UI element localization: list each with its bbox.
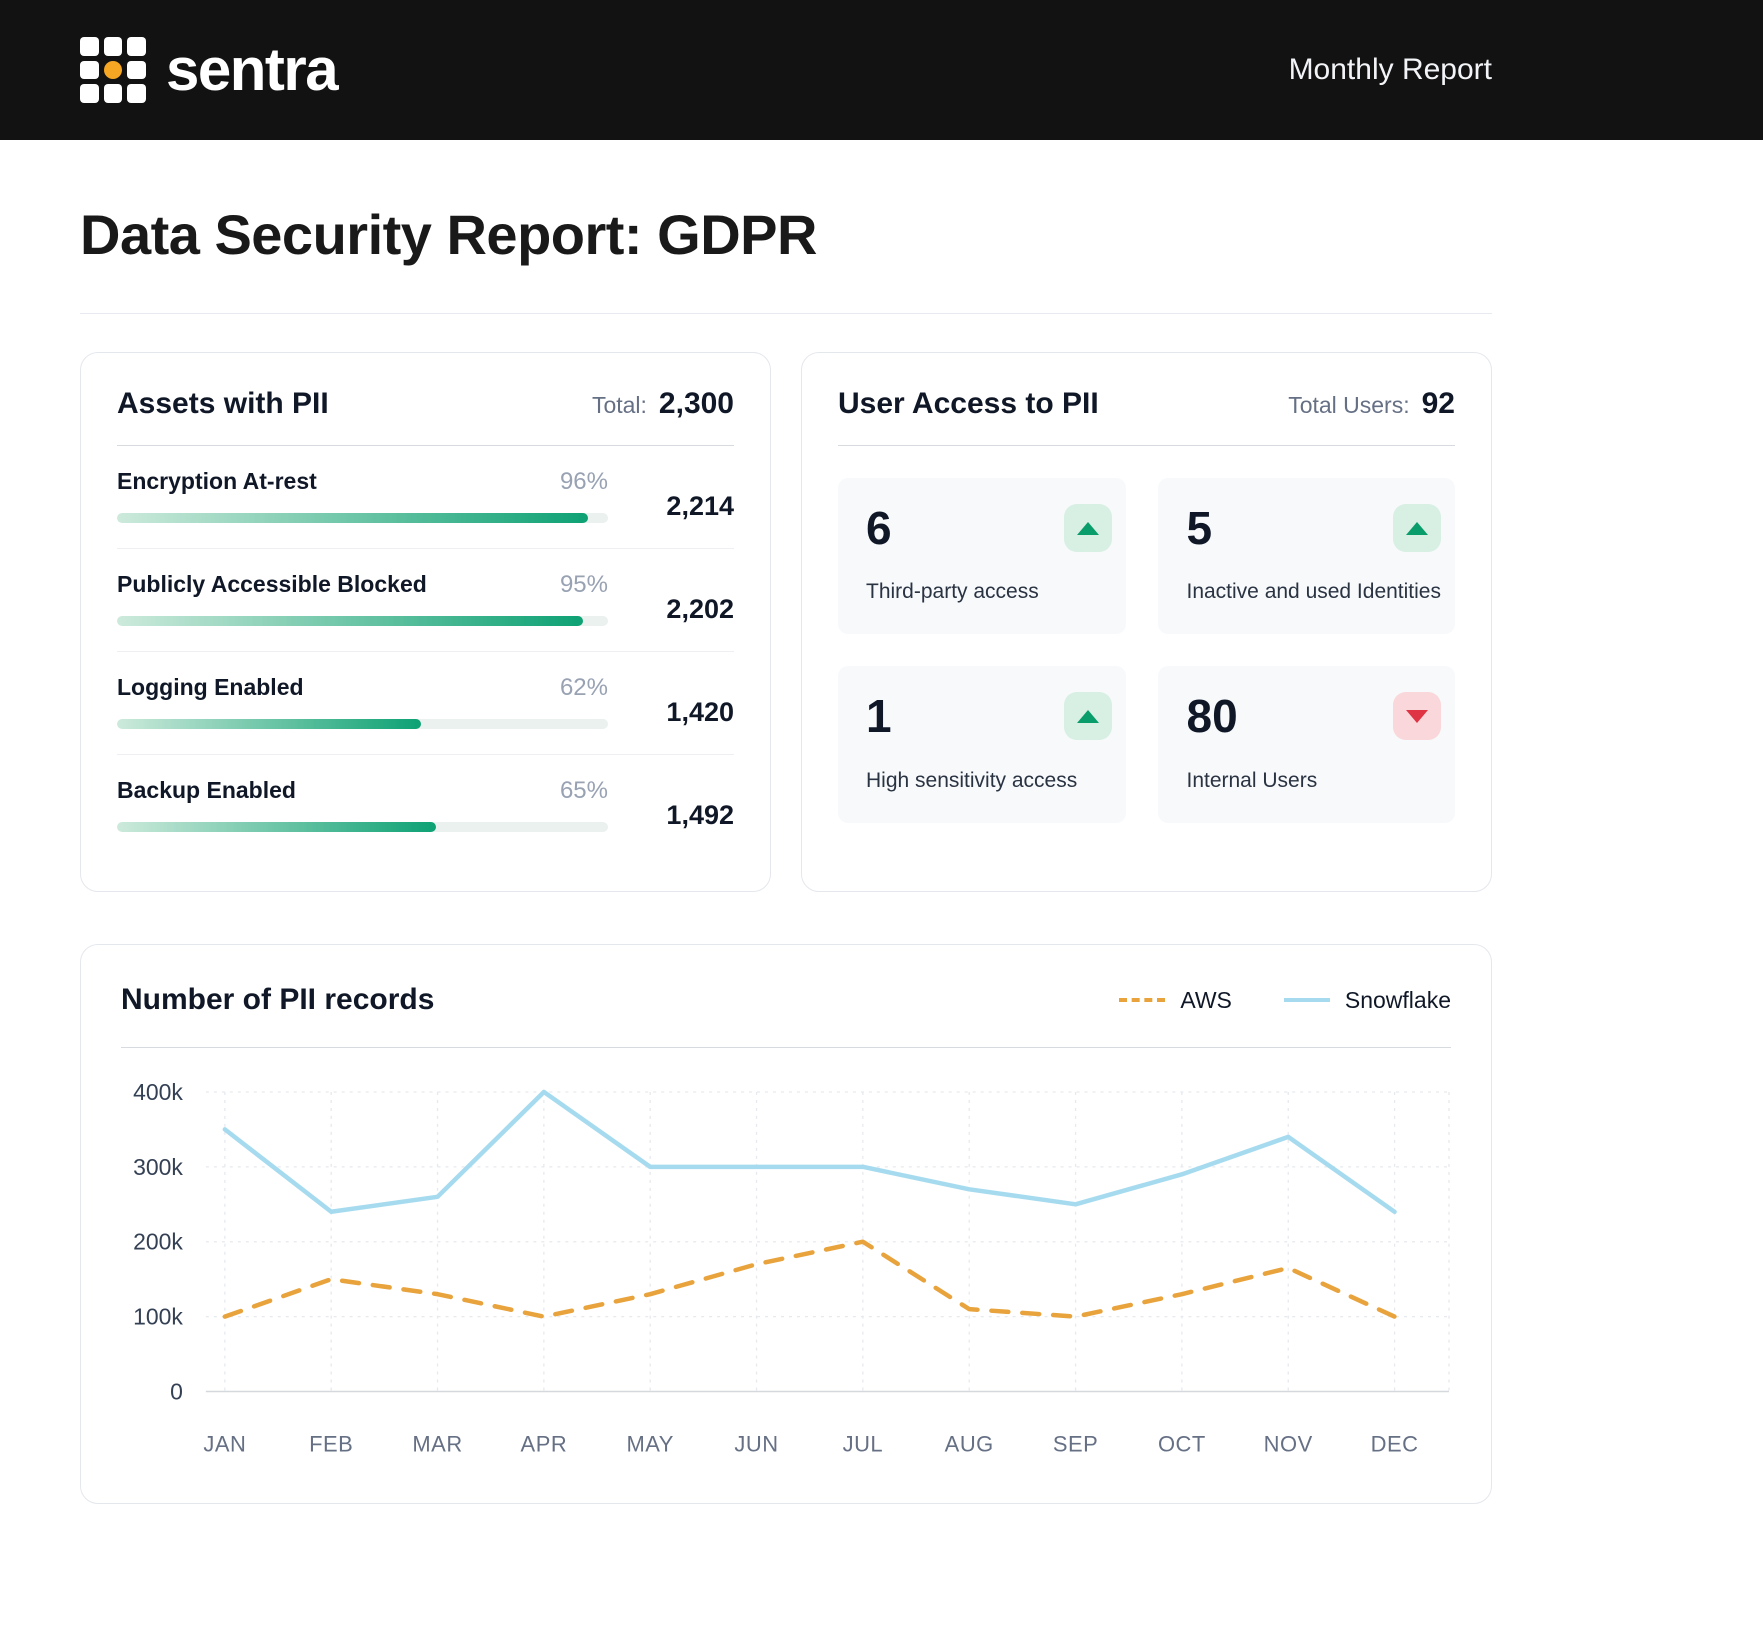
chart-legend: AWS Snowflake xyxy=(1119,987,1451,1014)
svg-text:0: 0 xyxy=(170,1378,183,1404)
logo-cell xyxy=(103,37,123,56)
user-access-card: User Access to PII Total Users: 92 6 Thi… xyxy=(801,352,1492,892)
svg-text:JAN: JAN xyxy=(203,1431,246,1456)
trend-up-icon xyxy=(1064,504,1113,552)
asset-rows: Encryption At-rest 96% 2,214 Publicly Ac… xyxy=(117,446,734,857)
asset-row-label: Logging Enabled xyxy=(117,674,304,700)
legend-label: AWS xyxy=(1180,986,1232,1013)
legend-item-snowflake: Snowflake xyxy=(1283,986,1451,1014)
logo-cell xyxy=(127,84,146,103)
stat-tile-third-party: 6 Third-party access xyxy=(838,478,1127,635)
asset-row-percent: 96% xyxy=(559,468,608,495)
chart-title: Number of PII records xyxy=(121,983,435,1016)
legend-item-aws: AWS xyxy=(1119,987,1232,1014)
brand-name: sentra xyxy=(166,36,339,103)
asset-row-value: 1,420 xyxy=(666,697,734,727)
assets-card-title: Assets with PII xyxy=(117,387,329,420)
asset-row-value: 2,202 xyxy=(666,594,734,624)
stat-value: 80 xyxy=(1186,690,1238,743)
logo-cell xyxy=(80,84,99,103)
logo-cell xyxy=(80,37,99,56)
svg-text:400k: 400k xyxy=(133,1079,183,1105)
asset-row-logging: Logging Enabled 62% 1,420 xyxy=(117,651,734,754)
assets-card-header: Assets with PII Total: 2,300 xyxy=(117,387,734,446)
svg-text:300k: 300k xyxy=(133,1154,183,1180)
user-access-card-header: User Access to PII Total Users: 92 xyxy=(838,387,1455,446)
assets-with-pii-card: Assets with PII Total: 2,300 Encryption … xyxy=(80,352,771,892)
stat-tiles: 6 Third-party access 5 Inactive and used… xyxy=(838,478,1455,823)
progress-bar-track xyxy=(117,513,608,523)
progress-bar-track xyxy=(117,822,608,832)
svg-text:MAR: MAR xyxy=(412,1431,462,1456)
svg-text:JUL: JUL xyxy=(843,1431,884,1456)
svg-text:200k: 200k xyxy=(133,1229,183,1255)
assets-total-value: 2,300 xyxy=(658,387,734,420)
svg-text:FEB: FEB xyxy=(309,1431,353,1456)
page-title: Data Security Report: GDPR xyxy=(80,203,817,266)
logo-cell xyxy=(127,60,146,80)
total-users-label: Total Users: xyxy=(1288,392,1410,418)
stat-value: 6 xyxy=(866,502,892,554)
user-access-card-title: User Access to PII xyxy=(838,387,1099,420)
asset-row-value: 2,214 xyxy=(666,491,734,521)
summary-cards-row: Assets with PII Total: 2,300 Encryption … xyxy=(80,352,1492,892)
stat-label: High sensitivity access xyxy=(866,768,1078,792)
asset-row-publicly-accessible: Publicly Accessible Blocked 95% 2,202 xyxy=(117,548,734,651)
stat-value: 5 xyxy=(1186,502,1213,554)
assets-total: Total: 2,300 xyxy=(592,387,734,421)
pii-records-chart-card: Number of PII records AWS Snowflake 400k… xyxy=(80,944,1492,1505)
asset-row-encryption: Encryption At-rest 96% 2,214 xyxy=(117,446,734,548)
stat-tile-internal-users: 80 Internal Users xyxy=(1158,666,1455,823)
svg-text:NOV: NOV xyxy=(1264,1431,1313,1456)
logo-cell xyxy=(80,60,99,80)
progress-bar-track xyxy=(117,719,608,729)
progress-bar-fill xyxy=(117,822,437,832)
chart-card-header: Number of PII records AWS Snowflake xyxy=(121,983,1451,1048)
top-bar: sentra Monthly Report xyxy=(0,0,1763,140)
svg-text:DEC: DEC xyxy=(1371,1431,1419,1456)
progress-bar-fill xyxy=(117,513,589,523)
trend-up-icon xyxy=(1064,692,1113,741)
asset-row-label: Backup Enabled xyxy=(117,777,296,803)
asset-row-label: Encryption At-rest xyxy=(117,468,317,494)
svg-text:100k: 100k xyxy=(133,1304,183,1330)
sentra-logo: sentra xyxy=(80,36,339,103)
logo-cell xyxy=(127,37,146,56)
title-divider xyxy=(80,313,1492,314)
assets-total-label: Total: xyxy=(591,392,647,418)
asset-row-percent: 95% xyxy=(559,571,608,598)
snowflake-solid-line-icon xyxy=(1283,998,1330,1002)
asset-row-percent: 62% xyxy=(559,674,608,701)
asset-row-value: 1,492 xyxy=(666,800,734,830)
monthly-report-label: Monthly Report xyxy=(1288,53,1492,86)
stat-value: 1 xyxy=(866,690,892,743)
svg-text:OCT: OCT xyxy=(1158,1431,1206,1456)
legend-label: Snowflake xyxy=(1344,986,1451,1013)
progress-bar-fill xyxy=(117,616,584,626)
sentra-logo-icon xyxy=(80,37,146,103)
aws-dashed-line-icon xyxy=(1119,998,1166,1002)
trend-up-icon xyxy=(1393,504,1441,552)
svg-text:MAY: MAY xyxy=(626,1431,673,1456)
progress-bar-fill xyxy=(117,719,422,729)
stat-tile-inactive-identities: 5 Inactive and used Identities xyxy=(1158,478,1455,635)
user-access-total: Total Users: 92 xyxy=(1288,387,1455,421)
stat-tile-high-sensitivity: 1 High sensitivity access xyxy=(838,666,1127,823)
logo-cell xyxy=(103,84,123,103)
stat-label: Internal Users xyxy=(1186,768,1318,792)
svg-text:JUN: JUN xyxy=(734,1431,778,1456)
stat-label: Inactive and used Identities xyxy=(1186,580,1441,604)
svg-text:AUG: AUG xyxy=(945,1431,994,1456)
svg-text:APR: APR xyxy=(521,1431,568,1456)
asset-row-backup: Backup Enabled 65% 1,492 xyxy=(117,754,734,857)
pii-records-line-chart: 400k 300k 200k 100k 0 JAN FEB MAR APR MAY JUN JUL AU… xyxy=(133,1079,1450,1456)
progress-bar-track xyxy=(117,616,608,626)
asset-row-percent: 65% xyxy=(559,777,608,804)
logo-orange-dot-icon xyxy=(103,60,123,80)
stat-label: Third-party access xyxy=(866,580,1039,604)
svg-text:SEP: SEP xyxy=(1053,1431,1098,1456)
total-users-value: 92 xyxy=(1421,387,1455,420)
asset-row-label: Publicly Accessible Blocked xyxy=(117,571,427,597)
trend-down-icon xyxy=(1393,692,1441,741)
